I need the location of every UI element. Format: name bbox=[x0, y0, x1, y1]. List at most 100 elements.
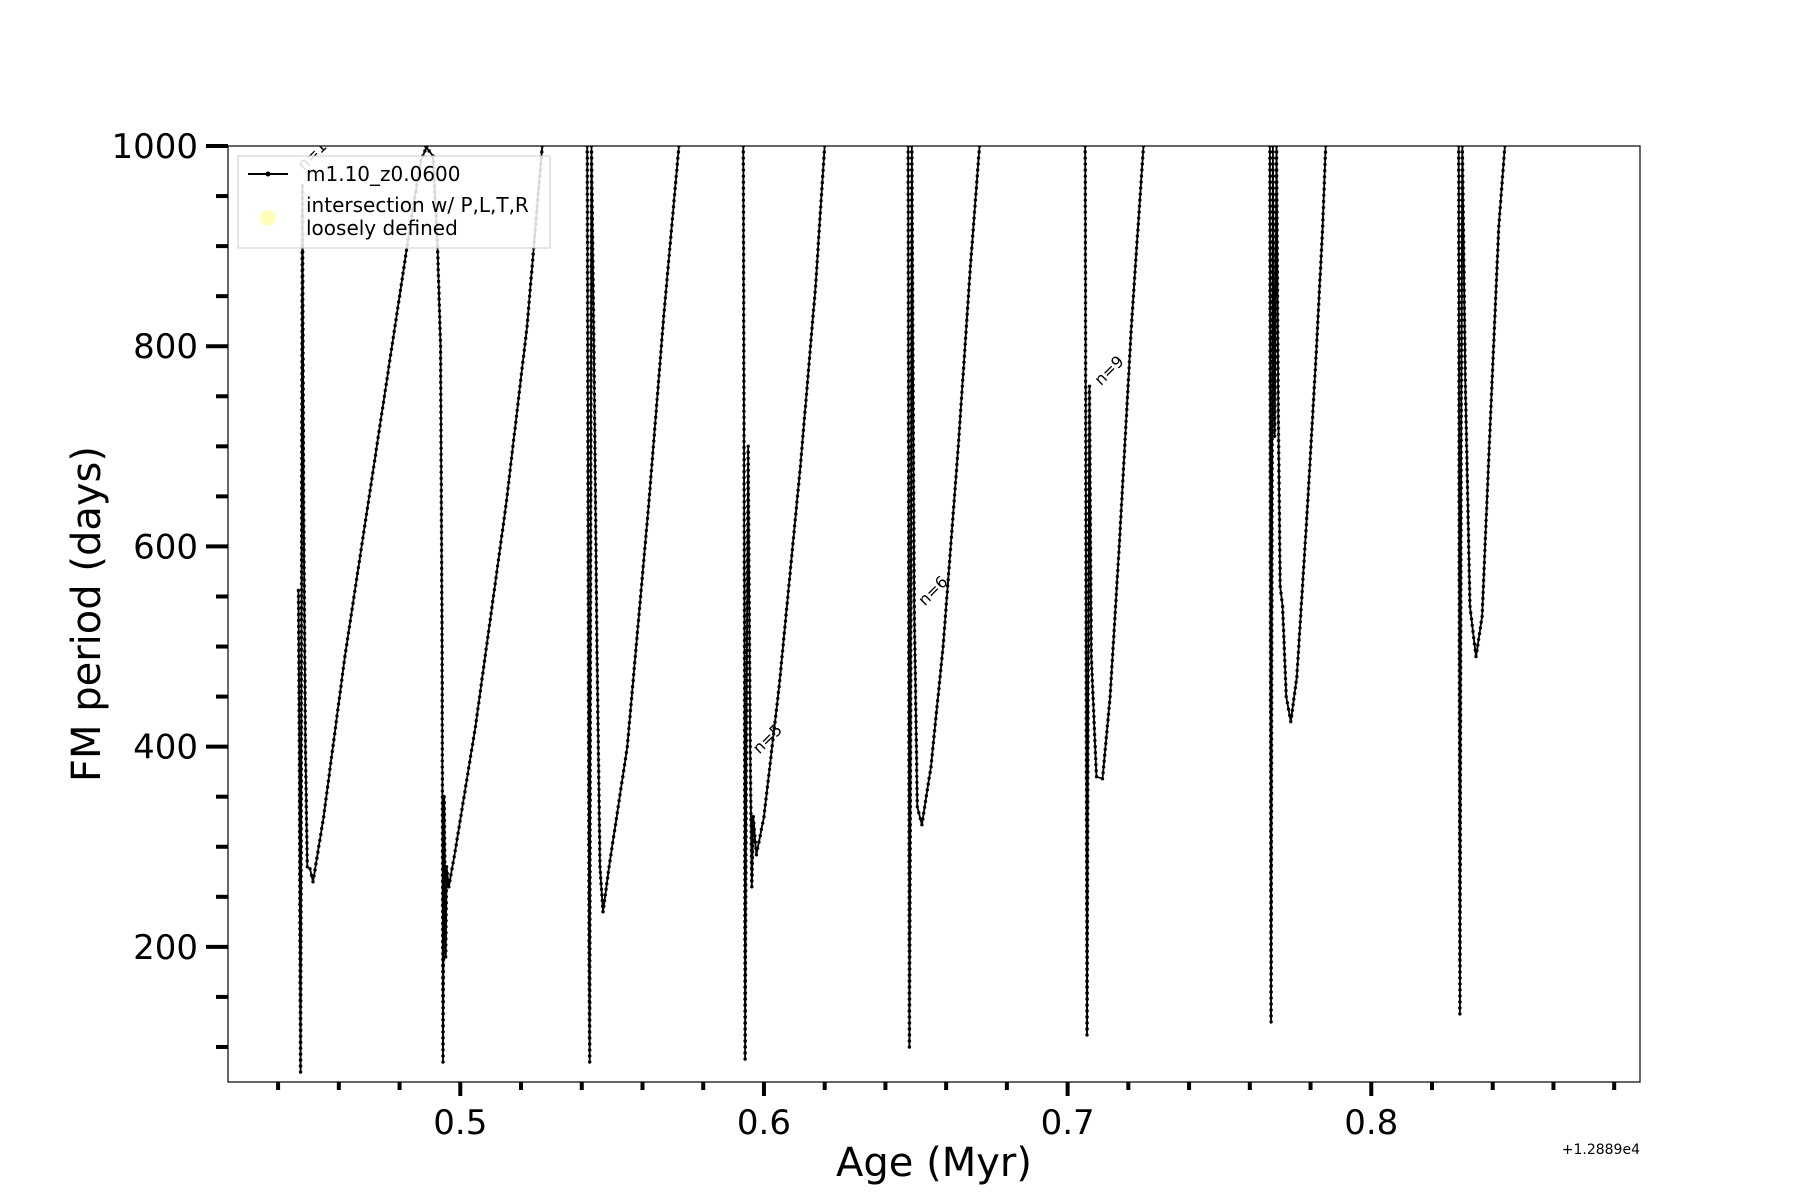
data-point bbox=[1459, 600, 1463, 604]
data-point bbox=[783, 625, 787, 629]
data-point bbox=[741, 270, 746, 275]
data-point bbox=[762, 809, 767, 813]
data-point bbox=[1086, 794, 1090, 798]
data-point bbox=[299, 1005, 303, 1009]
series-line bbox=[1457, 146, 1506, 1015]
data-point bbox=[1088, 510, 1093, 515]
data-point bbox=[1314, 344, 1319, 348]
data-point bbox=[440, 644, 444, 649]
data-point bbox=[1092, 726, 1097, 731]
data-point bbox=[742, 295, 746, 299]
data-point bbox=[440, 578, 444, 583]
data-point bbox=[1270, 617, 1274, 621]
data-point bbox=[669, 235, 673, 239]
data-point bbox=[375, 441, 379, 446]
data-point bbox=[642, 552, 646, 557]
data-point bbox=[1088, 558, 1093, 563]
data-point bbox=[932, 728, 937, 733]
data-point bbox=[1283, 670, 1288, 675]
data-point bbox=[1085, 1009, 1089, 1013]
data-point bbox=[906, 246, 910, 251]
data-point bbox=[459, 813, 463, 818]
data-point bbox=[908, 883, 912, 887]
data-point bbox=[1268, 704, 1273, 708]
data-point bbox=[1493, 314, 1497, 318]
data-point bbox=[1458, 815, 1463, 819]
data-point bbox=[909, 648, 913, 653]
data-point bbox=[597, 811, 601, 815]
data-point bbox=[822, 150, 826, 154]
data-point bbox=[908, 757, 913, 761]
data-point bbox=[1085, 937, 1090, 941]
data-point bbox=[1277, 481, 1281, 485]
data-point bbox=[1112, 628, 1116, 633]
data-point bbox=[1483, 542, 1487, 547]
data-point bbox=[914, 707, 918, 712]
data-point bbox=[1457, 590, 1462, 594]
data-point bbox=[1457, 283, 1461, 287]
data-point bbox=[441, 933, 446, 938]
data-point bbox=[910, 216, 914, 220]
data-point bbox=[326, 779, 331, 783]
data-point bbox=[1501, 168, 1505, 173]
data-point bbox=[906, 270, 910, 275]
data-point bbox=[1083, 307, 1088, 311]
data-point bbox=[1268, 445, 1272, 450]
data-point bbox=[1271, 229, 1276, 233]
data-point bbox=[1269, 1002, 1273, 1006]
data-point bbox=[585, 204, 590, 208]
data-point bbox=[908, 895, 912, 899]
data-point bbox=[503, 510, 507, 514]
data-point bbox=[1083, 240, 1088, 245]
data-point bbox=[908, 919, 912, 923]
data-point bbox=[806, 368, 811, 372]
data-point bbox=[908, 889, 912, 893]
data-point bbox=[1268, 692, 1273, 696]
data-point bbox=[1269, 929, 1273, 934]
data-point bbox=[1463, 384, 1468, 388]
data-point bbox=[1084, 548, 1088, 552]
data-point bbox=[299, 731, 304, 735]
data-point bbox=[1270, 586, 1274, 591]
data-point bbox=[304, 793, 308, 797]
data-point bbox=[1112, 634, 1116, 639]
data-point bbox=[742, 548, 746, 552]
data-point bbox=[588, 935, 592, 939]
data-point bbox=[298, 1046, 303, 1051]
data-point bbox=[906, 457, 911, 462]
data-point bbox=[1459, 390, 1464, 394]
data-point bbox=[1458, 892, 1462, 897]
data-point bbox=[1457, 693, 1462, 697]
data-point bbox=[440, 650, 444, 655]
data-point bbox=[744, 799, 748, 803]
data-point bbox=[1094, 763, 1098, 767]
data-point bbox=[504, 504, 508, 509]
data-point bbox=[588, 810, 592, 814]
data-point bbox=[1459, 420, 1463, 424]
data-point bbox=[296, 606, 301, 611]
data-point bbox=[1109, 670, 1114, 675]
data-point bbox=[586, 343, 590, 347]
data-point bbox=[440, 765, 444, 769]
data-point bbox=[1107, 700, 1112, 705]
data-point bbox=[744, 696, 749, 701]
data-point bbox=[1310, 421, 1314, 425]
data-point bbox=[487, 623, 492, 628]
data-point bbox=[442, 795, 446, 799]
data-point bbox=[526, 312, 530, 316]
data-point bbox=[1321, 212, 1325, 216]
data-point bbox=[1321, 224, 1325, 228]
data-point bbox=[1457, 162, 1461, 166]
data-point bbox=[440, 699, 444, 703]
data-point bbox=[1270, 677, 1274, 681]
data-point bbox=[819, 193, 824, 197]
data-point bbox=[761, 821, 765, 825]
data-point bbox=[440, 596, 444, 601]
data-point bbox=[1269, 773, 1274, 777]
data-point bbox=[589, 546, 593, 551]
data-point bbox=[909, 552, 913, 557]
data-point bbox=[1312, 386, 1316, 390]
data-point bbox=[512, 432, 516, 436]
data-point bbox=[1269, 923, 1273, 928]
data-point bbox=[1303, 535, 1308, 539]
